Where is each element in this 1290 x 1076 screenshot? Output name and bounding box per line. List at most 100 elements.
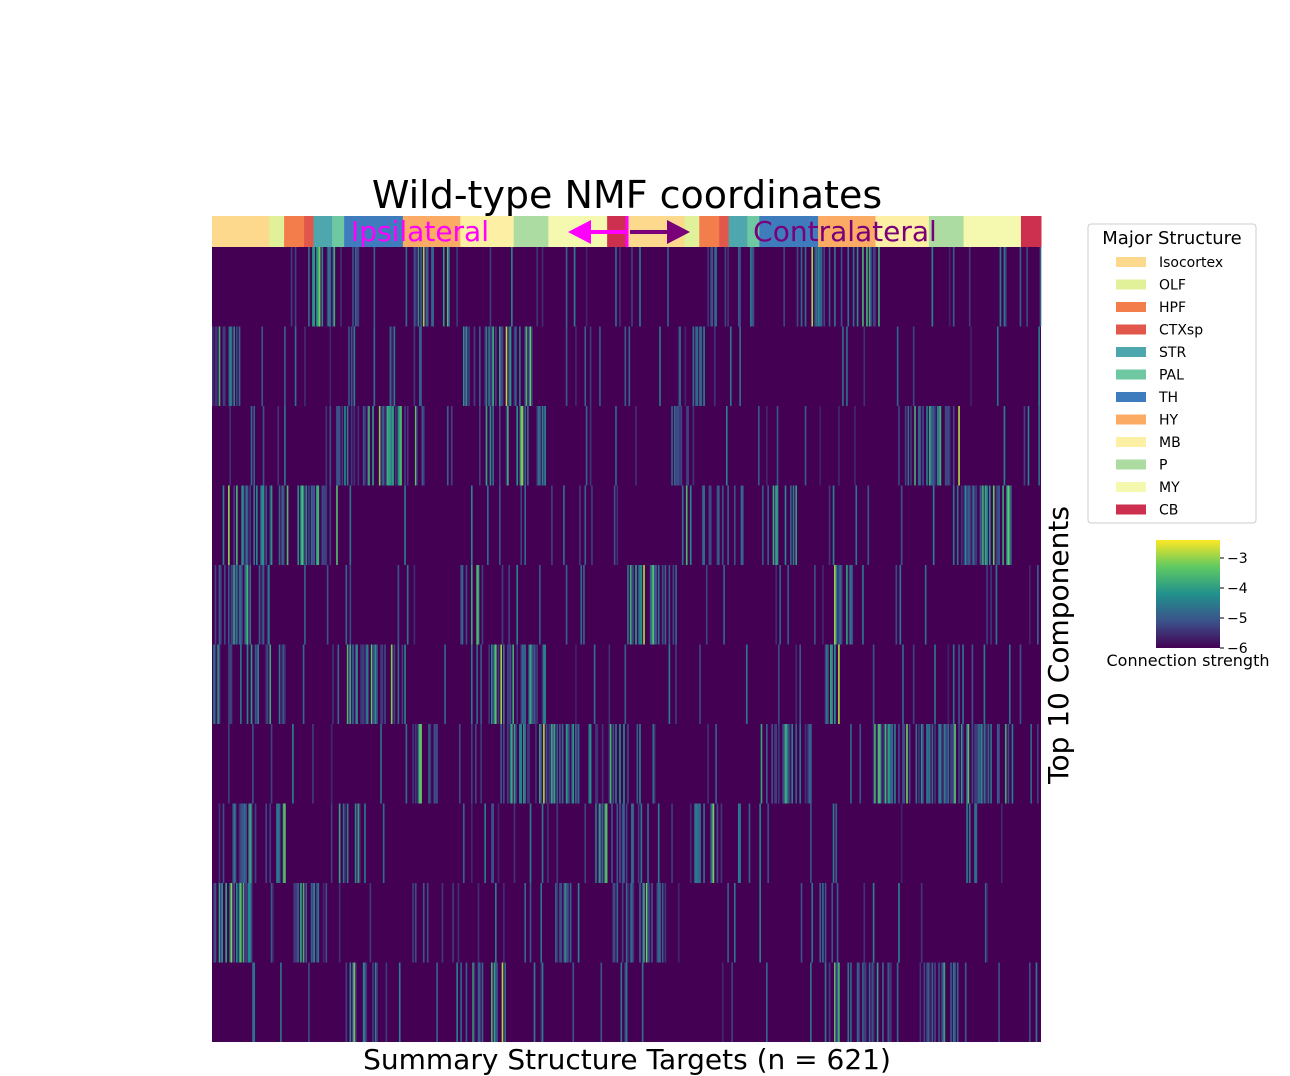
heatmap-cell (811, 247, 814, 327)
heatmap-cell (222, 485, 225, 565)
heatmap-cell (647, 803, 649, 883)
heatmap-cell (971, 724, 974, 804)
heatmap-cell (551, 485, 553, 565)
heatmap-cell (589, 406, 592, 486)
heatmap-cell (799, 644, 802, 724)
heatmap-cell (725, 406, 728, 486)
heatmap-cell (501, 565, 504, 645)
heatmap-cell (284, 644, 286, 724)
heatmap-cell (374, 962, 377, 1042)
heatmap-cell (418, 326, 421, 406)
heatmap-cell (345, 962, 348, 1042)
heatmap-cell (404, 485, 406, 565)
heatmap-cell (519, 406, 521, 486)
heatmap-cell (316, 485, 318, 565)
heatmap-cell (333, 247, 336, 327)
heatmap-cell (807, 724, 810, 804)
heatmap-cell (394, 406, 397, 486)
heatmap-cell (967, 485, 970, 565)
heatmap-cell (302, 644, 305, 724)
heatmap-cell (563, 883, 565, 963)
heatmap-cell (687, 406, 689, 486)
heatmap-cell (256, 644, 258, 724)
heatmap-cell (499, 326, 501, 406)
heatmap-cell (629, 565, 632, 645)
heatmap-cell (573, 247, 576, 327)
heatmap-cell (535, 724, 537, 804)
heatmap-cell (964, 485, 967, 565)
heatmap-cell (968, 803, 971, 883)
heatmap-cell (580, 565, 583, 645)
heatmap-cell (470, 803, 473, 883)
heatmap-cell (711, 247, 713, 327)
heatmap-cell (507, 406, 509, 486)
heatmap-cell (791, 724, 794, 804)
y-axis-label: Top 10 Components (1042, 506, 1075, 785)
heatmap-cell (297, 485, 300, 565)
heatmap-cell (790, 485, 792, 565)
heatmap-cell (477, 883, 480, 963)
heatmap-cell (946, 724, 948, 804)
heatmap-cell (692, 326, 695, 406)
heatmap-cell (281, 485, 284, 565)
heatmap-cell (253, 962, 256, 1042)
heatmap-cell (456, 247, 458, 327)
heatmap-cell (277, 803, 280, 883)
heatmap-cell (489, 326, 492, 406)
heatmap-cell (651, 565, 653, 645)
heatmap-cell (599, 326, 601, 406)
heatmap-cell (771, 724, 773, 804)
heatmap-cell (737, 247, 740, 327)
heatmap-cell (234, 803, 237, 883)
heatmap-cell (249, 803, 252, 883)
heatmap-cell (536, 644, 539, 724)
heatmap-cell (321, 485, 324, 565)
heatmap-cell (655, 565, 657, 645)
heatmap-cell (252, 724, 254, 804)
heatmap-cell (433, 724, 436, 804)
heatmap-cell (611, 803, 613, 883)
heatmap-cell (699, 326, 701, 406)
heatmap-cell (839, 565, 842, 645)
heatmap-cell (484, 326, 486, 406)
heatmap-cell (583, 565, 585, 645)
heatmap-cell (926, 962, 928, 1042)
heatmap-cell (731, 962, 733, 1042)
heatmap-cell (501, 326, 504, 406)
heatmap-cell (836, 883, 839, 963)
heatmap-cell (922, 724, 924, 804)
heatmap-cell (591, 485, 593, 565)
heatmap-cell (958, 724, 960, 804)
heatmap-cell (539, 565, 541, 645)
heatmap-cell (783, 247, 785, 327)
heatmap-cell (500, 724, 502, 804)
heatmap-cell (260, 485, 262, 565)
heatmap-cell (679, 326, 681, 406)
structure-segment-hpf (284, 216, 305, 247)
legend-swatch-th (1116, 392, 1146, 402)
heatmap-cell (353, 962, 356, 1042)
heatmap-cell (495, 883, 497, 963)
heatmap-cell (317, 485, 320, 565)
heatmap-cell (300, 883, 302, 963)
heatmap-cell (373, 644, 376, 724)
heatmap-cell (261, 565, 264, 645)
heatmap-cell (898, 406, 900, 486)
heatmap-cell (960, 485, 963, 565)
heatmap-cell (995, 565, 998, 645)
heatmap-cell (492, 406, 494, 486)
heatmap-cell (863, 326, 866, 406)
heatmap-cell (521, 406, 524, 486)
heatmap-cell (868, 247, 871, 327)
heatmap-cell (376, 962, 378, 1042)
heatmap-cell (281, 644, 284, 724)
heatmap-cell (442, 247, 445, 327)
heatmap-cell (834, 644, 836, 724)
heatmap-cell (579, 485, 581, 565)
heatmap-cell (436, 724, 438, 804)
heatmap-cell (242, 485, 245, 565)
heatmap-cell (858, 962, 860, 1042)
heatmap-cell (951, 724, 954, 804)
heatmap-cell (632, 883, 635, 963)
